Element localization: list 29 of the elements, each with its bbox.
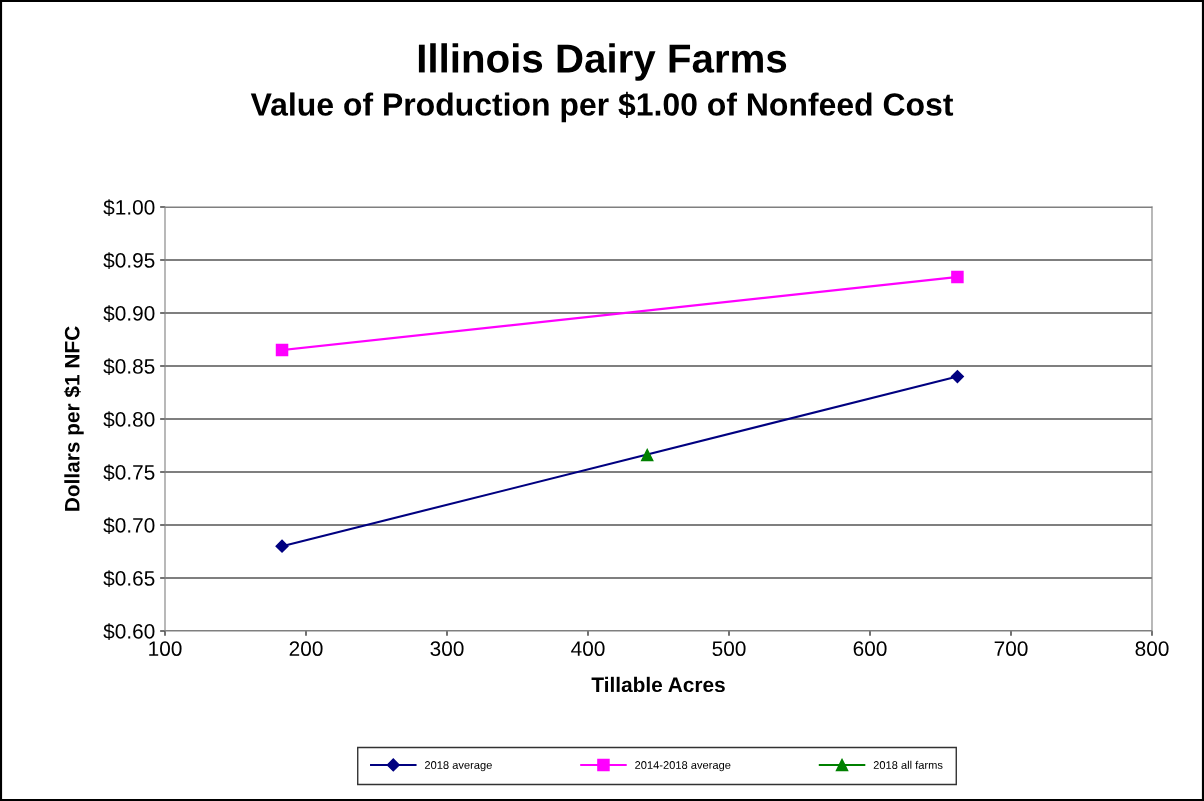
legend-label: 2018 all farms bbox=[873, 760, 943, 769]
x-axis-title: Tillable Acres bbox=[591, 676, 725, 693]
x-tick-label: 500 bbox=[712, 641, 746, 657]
point bbox=[275, 539, 289, 553]
y-axis-title: Dollars per $1 NFC bbox=[63, 326, 84, 511]
point bbox=[950, 370, 965, 384]
chart-title: Illinois Dairy Farms bbox=[418, 43, 787, 81]
y-tick-label: $0.85 bbox=[103, 358, 155, 375]
x-tick-label: 600 bbox=[853, 641, 887, 657]
x-tick-label: 800 bbox=[1135, 641, 1169, 657]
y-tick-label: $0.75 bbox=[103, 464, 155, 481]
y-tick-label: $0.80 bbox=[103, 411, 155, 428]
x-tick-label: 700 bbox=[994, 641, 1028, 657]
y-tick-label: $1.00 bbox=[103, 199, 155, 216]
y-tick-label: $0.70 bbox=[103, 517, 155, 534]
y-tick-label: $0.65 bbox=[103, 570, 155, 587]
y-tick-label: $0.60 bbox=[103, 623, 155, 640]
x-tick-label: 300 bbox=[430, 641, 464, 657]
legend-label: 2018 average bbox=[424, 761, 492, 772]
y-tick-label: $0.95 bbox=[103, 252, 155, 269]
chart-subtitle: Value of Production per $1.00 of Nonfeed Cost bbox=[250, 91, 954, 123]
legend-label: 2014-2018 average bbox=[635, 761, 731, 772]
x-tick-label: 200 bbox=[289, 641, 323, 657]
point bbox=[275, 343, 289, 357]
y-tick-label: $0.90 bbox=[103, 305, 155, 322]
x-tick-label: 400 bbox=[571, 641, 605, 657]
x-tick-label: 100 bbox=[149, 641, 182, 657]
point bbox=[640, 448, 654, 462]
point bbox=[951, 270, 964, 284]
